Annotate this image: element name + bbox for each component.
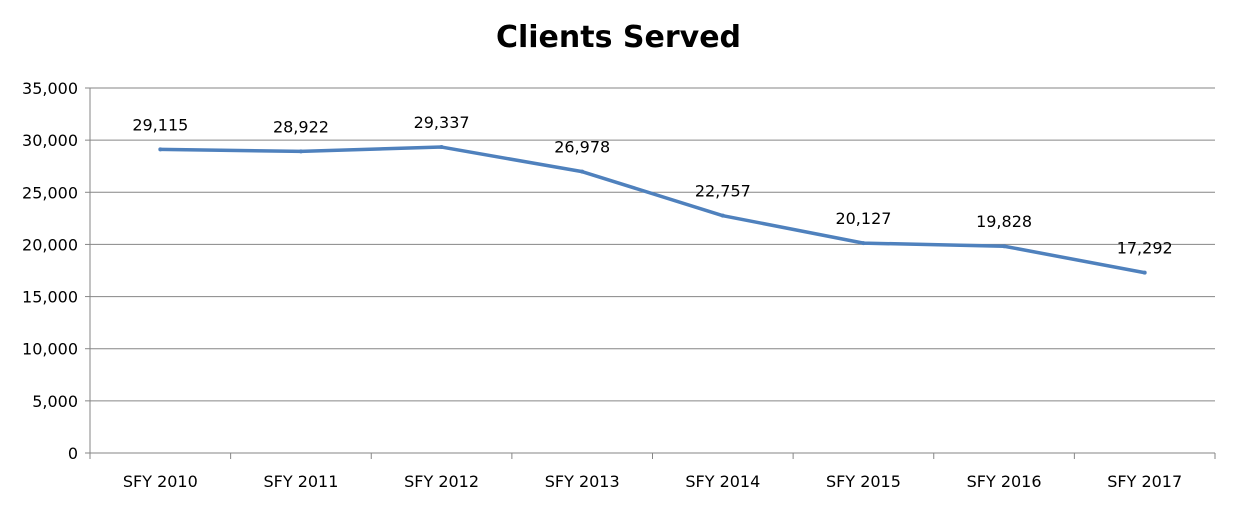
- data-label: 29,337: [414, 113, 470, 132]
- y-tick-label: 35,000: [22, 79, 78, 98]
- data-point: [298, 149, 303, 154]
- data-point: [1142, 270, 1147, 275]
- data-point: [720, 213, 725, 218]
- y-tick-label: 5,000: [32, 392, 78, 411]
- x-tick-label: SFY 2011: [263, 472, 338, 491]
- x-tick-label: SFY 2015: [826, 472, 901, 491]
- data-label: 17,292: [1117, 239, 1173, 258]
- y-tick-label: 0: [68, 444, 78, 463]
- y-tick-label: 30,000: [22, 131, 78, 150]
- x-tick-label: SFY 2012: [404, 472, 479, 491]
- chart-title: Clients Served: [495, 20, 742, 55]
- data-label: 26,978: [554, 138, 610, 157]
- data-label: 29,115: [132, 115, 188, 134]
- data-point: [439, 145, 444, 150]
- data-point: [861, 241, 866, 246]
- data-point: [1002, 244, 1007, 249]
- x-tick-label: SFY 2010: [123, 472, 198, 491]
- y-tick-label: 20,000: [22, 235, 78, 254]
- y-tick-label: 15,000: [22, 288, 78, 307]
- x-tick-label: SFY 2016: [967, 472, 1042, 491]
- x-tick-label: SFY 2014: [685, 472, 760, 491]
- x-tick-label: SFY 2013: [545, 472, 620, 491]
- data-label: 22,757: [695, 182, 751, 201]
- y-tick-label: 25,000: [22, 183, 78, 202]
- series-line: [158, 145, 1147, 275]
- data-label: 28,922: [273, 117, 329, 136]
- y-tick-label: 10,000: [22, 340, 78, 359]
- data-point: [158, 147, 163, 152]
- x-tick-label: SFY 2017: [1107, 472, 1182, 491]
- data-label: 20,127: [835, 209, 891, 228]
- data-point: [580, 169, 585, 174]
- data-label: 19,828: [976, 212, 1032, 231]
